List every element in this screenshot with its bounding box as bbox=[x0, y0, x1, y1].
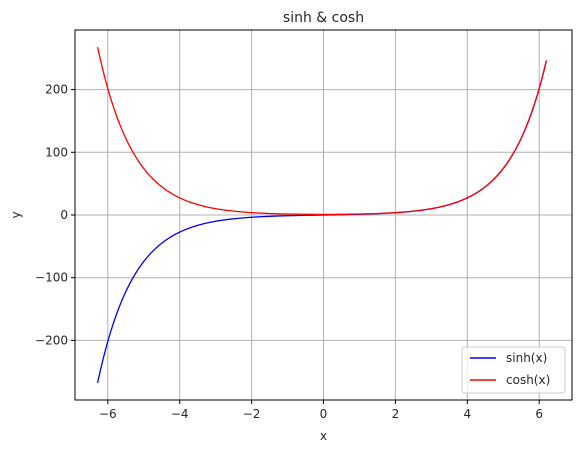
x-tick-label: 2 bbox=[392, 407, 400, 421]
x-tick-label: 6 bbox=[535, 407, 543, 421]
x-tick-label: −4 bbox=[171, 407, 189, 421]
plot-lines bbox=[96, 46, 548, 384]
y-tick-label: −100 bbox=[35, 271, 68, 285]
axis-ticks: −6 −4 −2 0 2 4 6 −200 −100 0 100 200 bbox=[35, 83, 543, 421]
legend-label-cosh: cosh(x) bbox=[506, 373, 550, 387]
x-axis-label: x bbox=[320, 429, 327, 443]
x-tick-label: −2 bbox=[243, 407, 261, 421]
series-line-cosh bbox=[96, 46, 548, 216]
y-tick-label: −200 bbox=[35, 333, 68, 347]
x-tick-label: 4 bbox=[463, 407, 471, 421]
legend-label-sinh: sinh(x) bbox=[506, 351, 547, 365]
y-tick-label: 200 bbox=[45, 83, 68, 97]
y-axis-label: y bbox=[9, 211, 23, 218]
y-tick-label: 100 bbox=[45, 145, 68, 159]
x-tick-label: 0 bbox=[320, 407, 328, 421]
chart-title: sinh & cosh bbox=[283, 10, 364, 26]
x-tick-label: −6 bbox=[99, 407, 117, 421]
y-tick-label: 0 bbox=[60, 208, 68, 222]
legend: sinh(x) cosh(x) bbox=[461, 346, 566, 394]
